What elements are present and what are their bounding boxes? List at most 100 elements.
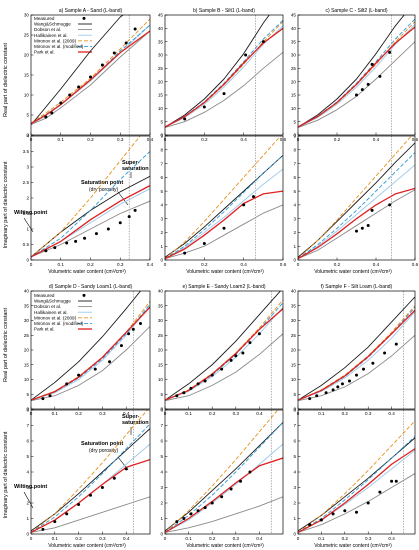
measured-point	[383, 351, 387, 355]
y-tick-label: 6	[26, 439, 29, 444]
y-tick-label: 4	[160, 470, 163, 475]
y-tick-label: 30	[158, 53, 164, 58]
legend-item: Mironov et al. (2009)	[34, 315, 92, 320]
measured-point	[261, 40, 265, 44]
series-line	[298, 18, 415, 128]
panel-title: c) Sample C - Silt2 (L-band)	[326, 8, 388, 14]
measured-point	[340, 382, 344, 386]
y-tick-label: 0	[293, 258, 296, 263]
y-tick-label: 25	[158, 333, 164, 338]
saturation-sub-bottom: (dry porosity)	[89, 448, 119, 454]
series-line	[31, 30, 150, 126]
legend-label: Hallikainen et al.	[34, 310, 68, 315]
panel-frame	[164, 290, 284, 410]
y-tick-label: 20	[291, 79, 297, 84]
y-tick-label: 10	[291, 377, 297, 382]
y-tick-label: 40	[24, 289, 30, 294]
y-tick-label: 45	[158, 13, 164, 18]
panel-frame	[30, 290, 151, 410]
measured-point	[324, 391, 328, 395]
series-line	[165, 51, 283, 128]
y-tick-label: 4	[26, 470, 29, 475]
measured-point	[94, 232, 98, 236]
supersat-label-bottom: Super-saturation	[122, 414, 149, 426]
panel-frame	[297, 290, 416, 410]
measured-point	[74, 239, 78, 243]
legend-label: Mironov et al. (modified)	[34, 44, 84, 49]
y-tick-label: 7	[293, 423, 296, 428]
y-tick-label: 4	[293, 470, 296, 475]
legend-dot	[82, 16, 86, 20]
y-tick-label: 1	[293, 516, 296, 521]
y-tick-label: 2	[160, 230, 163, 235]
measured-point	[53, 520, 57, 524]
y-tick-label: 0	[160, 258, 163, 263]
panel-title: f) Sample F - Silt Loam (L-band)	[321, 284, 393, 290]
y-tick-label: 1.5	[23, 211, 30, 216]
y-tick-label: 4	[293, 203, 296, 208]
legend-label: Dobson et al.	[34, 27, 61, 32]
series-line	[165, 443, 283, 533]
measured-point	[182, 517, 186, 520]
series-line	[31, 410, 148, 533]
panel-a-imag: 00.511.522.533.540 0.1 0.2 0.3 0.4	[23, 134, 154, 267]
plot-area	[31, 410, 150, 534]
plot-area	[31, 15, 150, 135]
measured-point	[127, 332, 131, 336]
measured-point	[203, 379, 207, 383]
x-tick-label: 0.3	[233, 411, 240, 416]
x-tick-label: 0.4	[240, 262, 247, 267]
x-tick-label: 0	[297, 536, 300, 541]
x-tick-label: 0.2	[209, 411, 216, 416]
y-tick-label: 3	[160, 485, 163, 490]
x-tick-label: 0.1	[318, 411, 325, 416]
measured-point	[182, 391, 186, 395]
measured-point	[77, 503, 81, 507]
legend-label: Mironov et al. (2009)	[34, 315, 77, 320]
measured-point	[189, 386, 193, 390]
x-tick-label: 0.3	[117, 137, 124, 142]
x-tick-label: 0	[297, 262, 300, 267]
series-line	[31, 15, 124, 126]
measured-point	[248, 341, 252, 345]
y-tick-label: 35	[291, 39, 297, 44]
series-line	[298, 296, 415, 401]
x-tick-label: 0.4	[240, 137, 247, 142]
measured-point	[222, 226, 226, 230]
panel-frame	[297, 409, 416, 535]
series-line	[31, 291, 142, 401]
y-tick-label: 0	[26, 133, 29, 138]
legend-item: Hallikainen et al.	[34, 310, 92, 315]
legend-label: Park et al.	[34, 327, 55, 332]
measured-point	[355, 93, 358, 97]
measured-point	[112, 476, 116, 480]
measured-point	[65, 382, 69, 386]
imag-ylabel-top: Imaginary part of dielectric constant	[3, 161, 9, 248]
y-tick-label: 6	[293, 175, 296, 180]
x-tick-label: 0.2	[87, 262, 94, 267]
measured-point	[388, 203, 392, 207]
x-tick-label: 0.2	[342, 536, 349, 541]
measured-point	[378, 490, 382, 494]
measured-point	[189, 512, 193, 516]
y-tick-label: 0	[26, 532, 29, 537]
y-tick-label: 10	[24, 377, 30, 382]
series-line	[31, 200, 150, 258]
wilting-pointer-bottom	[23, 491, 34, 509]
series-line	[165, 457, 283, 534]
measured-point	[77, 85, 81, 89]
legend-item: Wang&Schmugge	[34, 22, 92, 27]
measured-point	[360, 226, 364, 230]
x-tick-label: 0.3	[233, 536, 240, 541]
measured-point	[127, 215, 131, 219]
x-tick-label: 0	[30, 262, 33, 267]
y-tick-label: 0	[293, 532, 296, 537]
y-tick-label: 0	[160, 407, 163, 412]
y-tick-label: 3	[293, 216, 296, 221]
measured-point	[202, 241, 206, 245]
series-line	[165, 154, 283, 260]
